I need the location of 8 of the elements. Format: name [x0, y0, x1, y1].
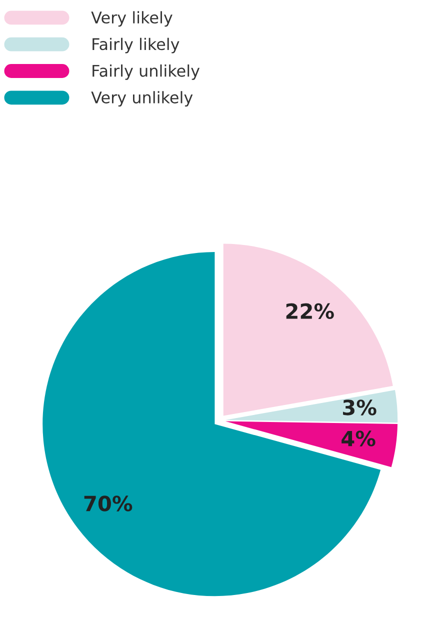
data-label: 70% — [84, 496, 132, 512]
legend-label: Very unlikely — [91, 91, 193, 107]
legend-label: Fairly likely — [92, 38, 180, 54]
data-label: 4% — [342, 430, 376, 446]
legend-label: Fairly unlikely — [92, 64, 200, 80]
data-label: 3% — [343, 400, 376, 416]
legend-label: Very likely — [91, 11, 172, 27]
data-label: 22% — [286, 303, 334, 320]
